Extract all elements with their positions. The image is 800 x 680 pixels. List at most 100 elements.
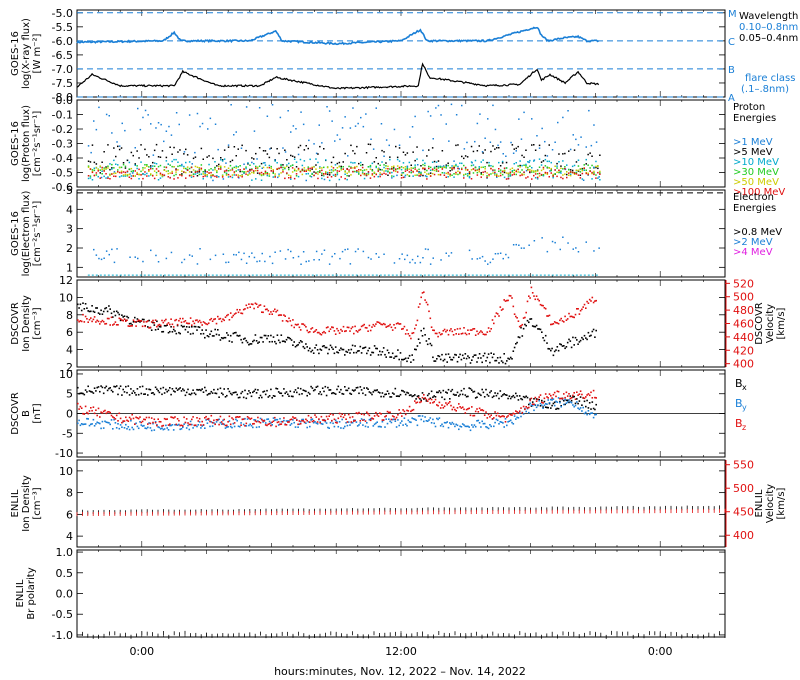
data-point-red bbox=[119, 318, 122, 320]
data-point-black bbox=[299, 144, 302, 147]
data-point-yellow bbox=[581, 169, 584, 172]
data-point-yellow bbox=[99, 165, 101, 167]
data-point-blue bbox=[170, 251, 173, 254]
data-point-red bbox=[544, 307, 547, 310]
data-point-red bbox=[521, 412, 524, 414]
data-point-black bbox=[202, 158, 204, 160]
data-point-black bbox=[391, 392, 394, 394]
data-point-black bbox=[236, 393, 238, 396]
data-point-yellow bbox=[352, 167, 354, 169]
data-point-red bbox=[436, 332, 438, 335]
data-point-red bbox=[329, 328, 332, 330]
data-point-red bbox=[410, 410, 412, 413]
data-point-black bbox=[377, 354, 380, 356]
data-point-green bbox=[391, 175, 393, 177]
data-point-green bbox=[558, 171, 560, 174]
data-point-red bbox=[253, 307, 255, 310]
data-point-black bbox=[539, 405, 542, 407]
data-point-red bbox=[416, 170, 418, 172]
legend-subscript: z bbox=[742, 423, 746, 432]
data-point-blue bbox=[194, 151, 196, 154]
data-point-cyan bbox=[264, 164, 267, 166]
data-point-black bbox=[171, 388, 174, 390]
data-point-red bbox=[187, 422, 189, 424]
data-point-black bbox=[451, 388, 454, 391]
data-point-black bbox=[416, 146, 418, 148]
data-point-red bbox=[106, 317, 109, 320]
data-point-green bbox=[99, 169, 101, 171]
data-point-black bbox=[165, 325, 167, 327]
data-point-red bbox=[192, 175, 195, 178]
data-point-red bbox=[504, 421, 507, 423]
data-point-black bbox=[587, 331, 590, 334]
data-point-black bbox=[320, 393, 323, 396]
data-point-red bbox=[325, 173, 327, 175]
data-point-red bbox=[445, 176, 447, 178]
data-point-red bbox=[257, 416, 259, 419]
data-point-yellow bbox=[400, 173, 403, 176]
data-point-yellow bbox=[192, 169, 195, 171]
data-point-red bbox=[208, 172, 210, 174]
data-point-black bbox=[176, 324, 179, 327]
data-point-red bbox=[588, 298, 591, 301]
data-point-red bbox=[290, 176, 292, 179]
data-point-blue bbox=[299, 420, 302, 423]
data-point-blue bbox=[180, 428, 183, 430]
data-point-black bbox=[417, 395, 420, 397]
data-point-red bbox=[170, 318, 172, 320]
data-point-green bbox=[198, 173, 201, 176]
data-point-green bbox=[385, 165, 387, 167]
data-point-black bbox=[192, 389, 194, 391]
data-point-blue bbox=[328, 110, 331, 112]
data-point-blue bbox=[332, 422, 334, 425]
data-point-black bbox=[115, 310, 118, 313]
data-point-red bbox=[258, 172, 261, 174]
data-point-blue bbox=[309, 425, 311, 428]
data-point-black bbox=[240, 338, 242, 341]
data-point-black bbox=[431, 147, 434, 149]
data-point-red bbox=[565, 391, 568, 394]
data-point-blue bbox=[290, 422, 293, 425]
data-point-cyan bbox=[533, 160, 535, 162]
data-point-red bbox=[371, 173, 374, 175]
data-point-red bbox=[314, 414, 316, 416]
data-point-red bbox=[486, 176, 488, 179]
data-point-blue bbox=[97, 422, 100, 424]
data-point-black bbox=[150, 329, 153, 331]
data-point-blue bbox=[235, 418, 237, 421]
data-point-blue bbox=[240, 258, 243, 261]
data-point-green bbox=[476, 171, 479, 174]
data-point-red bbox=[148, 416, 150, 419]
data-point-yellow bbox=[350, 174, 352, 176]
data-point-cyan bbox=[361, 172, 364, 174]
data-point-red bbox=[124, 171, 127, 174]
data-point-blue bbox=[427, 110, 429, 113]
data-point-blue bbox=[567, 110, 569, 112]
data-point-black bbox=[146, 154, 148, 156]
data-point-black bbox=[369, 143, 372, 146]
data-point-red bbox=[338, 332, 341, 334]
data-point-black bbox=[338, 391, 341, 393]
data-point-red bbox=[275, 425, 277, 428]
data-point-green bbox=[575, 172, 578, 174]
data-point-black bbox=[174, 330, 176, 332]
data-point-red bbox=[331, 419, 333, 422]
data-point-black bbox=[210, 390, 213, 393]
data-point-black bbox=[398, 395, 400, 398]
data-point-black bbox=[489, 361, 491, 364]
data-point-red bbox=[572, 394, 574, 397]
data-point-black bbox=[461, 393, 464, 396]
data-point-red bbox=[130, 325, 132, 327]
data-point-black bbox=[318, 393, 320, 395]
data-point-red bbox=[418, 175, 420, 177]
data-point-red bbox=[290, 418, 293, 421]
data-point-red bbox=[224, 424, 227, 427]
data-point-blue bbox=[188, 254, 191, 256]
data-point-blue bbox=[509, 419, 512, 422]
data-point-cyan bbox=[389, 158, 391, 161]
data-point-blue bbox=[569, 148, 572, 151]
data-point-cyan bbox=[416, 158, 418, 160]
data-point-black bbox=[530, 405, 533, 407]
data-point-red bbox=[218, 318, 220, 320]
data-point-yellow bbox=[107, 167, 109, 169]
